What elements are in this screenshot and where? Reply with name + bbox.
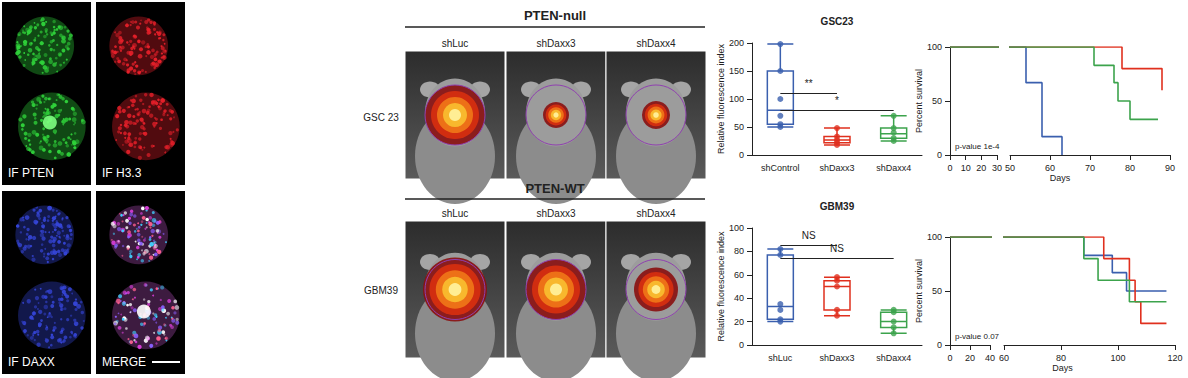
svg-text:0: 0 bbox=[947, 163, 952, 173]
svg-text:GBM39: GBM39 bbox=[820, 201, 855, 212]
svg-text:40: 40 bbox=[985, 353, 995, 363]
svg-text:80: 80 bbox=[734, 246, 744, 256]
svg-text:shDaxx3: shDaxx3 bbox=[819, 163, 854, 173]
svg-text:10: 10 bbox=[961, 163, 971, 173]
svg-text:30: 30 bbox=[992, 163, 1002, 173]
svg-text:shLuc: shLuc bbox=[442, 38, 469, 49]
svg-text:shDaxx4: shDaxx4 bbox=[637, 208, 676, 219]
svg-text:NS: NS bbox=[830, 243, 844, 254]
svg-text:Days: Days bbox=[1050, 173, 1071, 183]
svg-text:50: 50 bbox=[1005, 163, 1015, 173]
svg-text:shDaxx4: shDaxx4 bbox=[637, 38, 676, 49]
svg-text:70: 70 bbox=[1085, 163, 1095, 173]
svg-text:shDaxx3: shDaxx3 bbox=[537, 38, 576, 49]
svg-text:Percent survival: Percent survival bbox=[914, 69, 924, 133]
svg-text:60: 60 bbox=[734, 270, 744, 280]
svg-text:Days: Days bbox=[1052, 363, 1073, 373]
svg-text:Relative fluorescence index: Relative fluorescence index bbox=[716, 231, 726, 342]
svg-text:50: 50 bbox=[932, 96, 942, 106]
svg-text:GSC23: GSC23 bbox=[821, 16, 854, 27]
svg-text:90: 90 bbox=[1165, 163, 1175, 173]
svg-text:20: 20 bbox=[734, 317, 744, 327]
svg-text:shDaxx3: shDaxx3 bbox=[537, 208, 576, 219]
svg-text:GBM39: GBM39 bbox=[364, 285, 398, 296]
svg-text:*: * bbox=[835, 95, 839, 106]
svg-text:120: 120 bbox=[1167, 353, 1182, 363]
svg-text:PTEN-null: PTEN-null bbox=[524, 8, 586, 23]
svg-text:60: 60 bbox=[999, 353, 1009, 363]
svg-text:0: 0 bbox=[937, 340, 942, 350]
svg-text:100: 100 bbox=[1110, 353, 1125, 363]
svg-text:20: 20 bbox=[976, 163, 986, 173]
svg-text:50: 50 bbox=[932, 286, 942, 296]
svg-text:0: 0 bbox=[739, 150, 744, 160]
svg-text:shControl: shControl bbox=[761, 163, 800, 173]
svg-text:50: 50 bbox=[734, 122, 744, 132]
svg-text:Percent survival: Percent survival bbox=[914, 259, 924, 323]
svg-text:80: 80 bbox=[1125, 163, 1135, 173]
svg-text:**: ** bbox=[805, 78, 813, 89]
svg-text:shDaxx4: shDaxx4 bbox=[876, 163, 911, 173]
svg-text:shDaxx3: shDaxx3 bbox=[819, 353, 854, 363]
svg-text:IF DAXX: IF DAXX bbox=[8, 355, 55, 369]
svg-text:p-value 1e-4: p-value 1e-4 bbox=[955, 142, 1000, 151]
svg-text:80: 80 bbox=[1056, 353, 1066, 363]
svg-text:MERGE: MERGE bbox=[102, 355, 146, 369]
svg-text:20: 20 bbox=[965, 353, 975, 363]
svg-text:0: 0 bbox=[947, 353, 952, 363]
svg-text:100: 100 bbox=[927, 42, 942, 52]
svg-text:60: 60 bbox=[1045, 163, 1055, 173]
svg-text:p-value 0.07: p-value 0.07 bbox=[955, 332, 1000, 341]
svg-text:NS: NS bbox=[802, 230, 816, 241]
svg-text:shLuc: shLuc bbox=[768, 353, 793, 363]
svg-text:shDaxx4: shDaxx4 bbox=[876, 353, 911, 363]
svg-text:100: 100 bbox=[729, 94, 744, 104]
svg-text:200: 200 bbox=[729, 38, 744, 48]
svg-text:shLuc: shLuc bbox=[442, 208, 469, 219]
svg-text:150: 150 bbox=[729, 66, 744, 76]
svg-text:GSC 23: GSC 23 bbox=[363, 112, 399, 123]
svg-text:100: 100 bbox=[927, 232, 942, 242]
svg-text:100: 100 bbox=[729, 223, 744, 233]
svg-text:0: 0 bbox=[937, 150, 942, 160]
svg-text:IF PTEN: IF PTEN bbox=[8, 166, 54, 180]
svg-text:0: 0 bbox=[739, 340, 744, 350]
svg-text:Relative fluorescence index: Relative fluorescence index bbox=[716, 43, 726, 154]
svg-text:PTEN-WT: PTEN-WT bbox=[525, 181, 584, 196]
svg-text:IF H3.3: IF H3.3 bbox=[102, 166, 142, 180]
svg-text:40: 40 bbox=[734, 293, 744, 303]
